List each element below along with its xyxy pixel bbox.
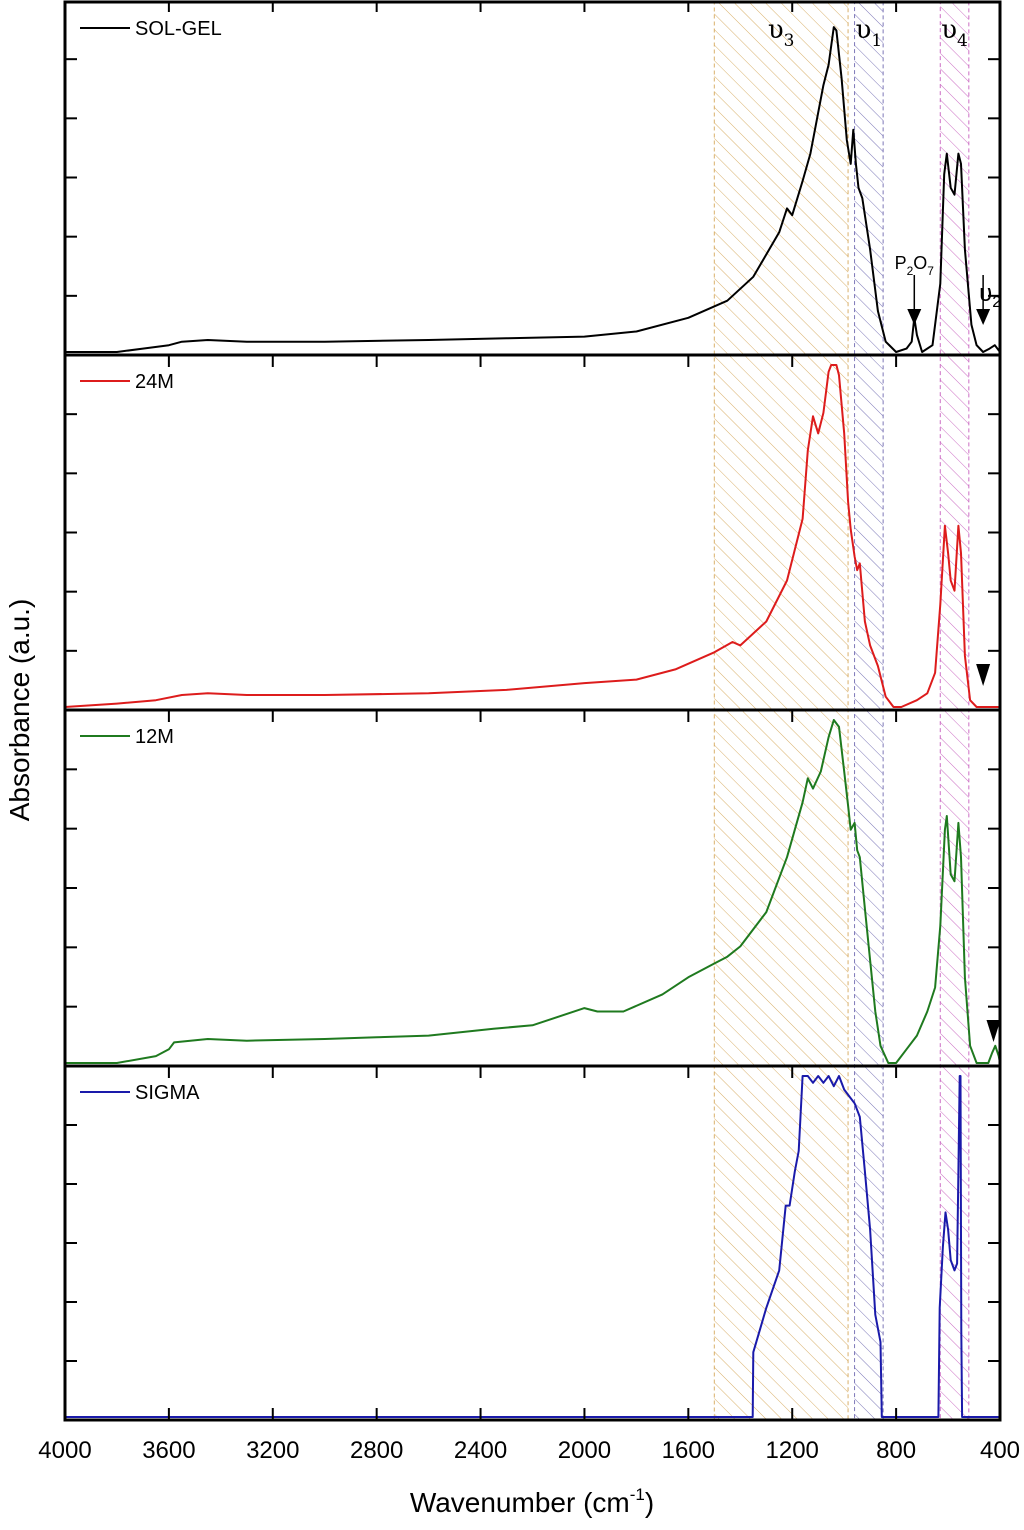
legend-label-sigma: SIGMA: [135, 1082, 200, 1104]
annotation-label: P2O7: [895, 253, 935, 278]
series-line-sol-gel: [65, 26, 1001, 353]
x-tick-label: 2000: [558, 1437, 611, 1464]
x-tick-label: 2400: [454, 1437, 507, 1464]
x-tick-label: 4000: [38, 1437, 91, 1464]
y-axis-title: Absorbance (a.u.): [4, 599, 35, 822]
x-tick-label: 2800: [350, 1437, 403, 1464]
axis-ticks: 4000 3600 3200 2800 2400 2000 1600 1200 800 400: [38, 2, 1020, 1464]
band-label-4: υ4: [941, 15, 968, 51]
band-label-symbol: υ: [941, 15, 957, 45]
band-label-1: υ1: [856, 15, 883, 51]
x-tick-label: 3200: [246, 1437, 299, 1464]
band-label-symbol: υ: [768, 15, 784, 45]
x-tick-label: 1600: [662, 1437, 715, 1464]
annotation-text: υ: [979, 280, 992, 307]
series-line-12m: [65, 719, 1001, 1064]
x-tick-label: 800: [876, 1437, 916, 1464]
legend-label-sol-gel: SOL-GEL: [135, 18, 222, 40]
annotation-arrow-head: [976, 309, 991, 325]
annotation-label: υ2: [979, 280, 1001, 311]
series-line-24m: [64, 364, 1000, 708]
annotation-sub: 2: [992, 294, 1001, 311]
annotation-arrow-head: [976, 664, 991, 686]
annotation-text2: O: [913, 253, 927, 273]
annotation-text: P: [895, 253, 907, 273]
series-lines: [64, 26, 1001, 1418]
band-label-subscript: 3: [784, 31, 795, 51]
annotation-sub2: 7: [927, 264, 934, 278]
x-axis-title-sup: -1: [630, 1485, 645, 1504]
band-label-subscript: 1: [871, 31, 882, 51]
x-axis-title-text: Wavenumber (cm: [410, 1487, 630, 1518]
legend-label-12m: 12M: [135, 726, 174, 748]
x-tick-label: 400: [980, 1437, 1020, 1464]
x-tick-label: 3600: [142, 1437, 195, 1464]
x-tick-label: 1200: [766, 1437, 819, 1464]
series-line-sigma: [65, 1075, 1000, 1418]
annotation-sub: 2: [907, 264, 914, 278]
band-label-subscript: 4: [957, 31, 968, 51]
legends: SOL-GEL 24M 12M SIGMA: [80, 18, 222, 1104]
band-label-3: υ3: [768, 15, 795, 51]
x-axis-title: Wavenumber (cm-1): [410, 1485, 654, 1518]
band-label-symbol: υ: [856, 15, 872, 45]
annotation-arrow-head: [986, 1020, 1001, 1042]
x-axis-title-close: ): [645, 1487, 654, 1518]
legend-label-24m: 24M: [135, 371, 174, 393]
annotation-arrow-head: [907, 309, 922, 325]
